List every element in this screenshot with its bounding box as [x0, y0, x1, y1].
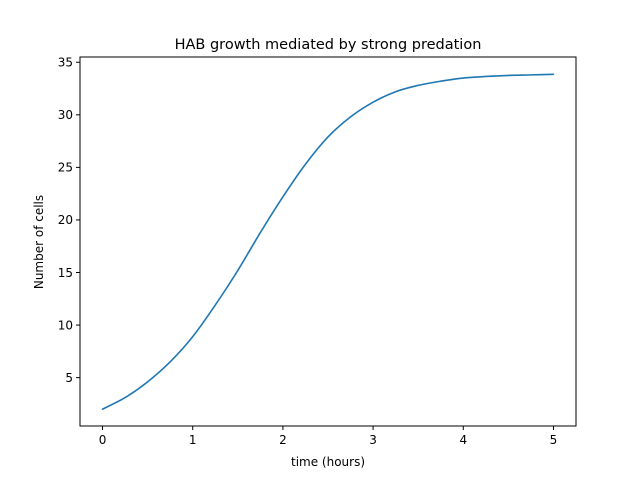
x-tick-label: 5	[550, 433, 558, 447]
chart-title: HAB growth mediated by strong predation	[175, 37, 482, 53]
y-tick-label: 5	[65, 371, 73, 385]
y-tick-label: 25	[58, 161, 73, 175]
y-tick-label: 20	[58, 213, 73, 227]
y-tick-label: 35	[58, 56, 73, 70]
x-tick-label: 1	[189, 433, 197, 447]
y-tick-label: 30	[58, 108, 73, 122]
y-tick-label: 15	[58, 266, 73, 280]
series-layer	[101, 73, 555, 410]
x-tick-label: 4	[459, 433, 467, 447]
x-tick-label: 2	[279, 433, 287, 447]
y-axis-label: Number of cells	[32, 195, 46, 289]
axes-layer: 0 1 2 3 4 5 5 10 15 20 25 30 35	[58, 56, 577, 447]
x-axis-label: time (hours)	[291, 455, 365, 469]
y-tick-label: 10	[58, 318, 73, 332]
series-line-1	[101, 73, 555, 410]
plot-frame	[79, 56, 577, 427]
x-tick-label: 0	[99, 433, 107, 447]
x-tick-label: 3	[369, 433, 377, 447]
